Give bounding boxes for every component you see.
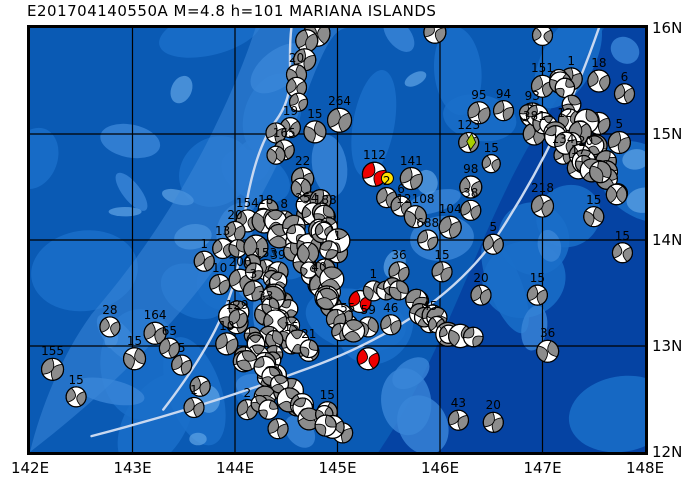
- beachball-depth-label: 5: [489, 220, 498, 235]
- y-tick-label: 12N: [652, 443, 683, 461]
- beachball-depth-label: 3: [249, 266, 258, 281]
- beachball-depth-label: 45: [422, 298, 438, 313]
- beachball-depth-label: 22: [295, 153, 311, 168]
- beachball-depth-label: 264: [328, 94, 351, 109]
- beachball-depth-label: 20: [227, 207, 243, 222]
- beachball-depth-label: 15: [434, 247, 450, 262]
- beachball-depth-label: 15: [586, 192, 602, 207]
- beachball-depth-label: 46: [383, 300, 399, 315]
- focal-mechanism-layer: [40, 28, 636, 444]
- beachball-depth-label: 36: [539, 326, 556, 341]
- beachball-depth-label: 200: [228, 255, 252, 270]
- beachball-depth-label: 2: [243, 385, 252, 400]
- beachball-depth-label: 155: [41, 344, 64, 359]
- beachball-depth-label: 6: [397, 182, 405, 197]
- beachball-depth-label: 15: [319, 387, 335, 402]
- beachball-depth-label: 688: [416, 216, 440, 230]
- x-tick-label: 148E: [625, 459, 665, 477]
- beachball-depth-label: 59: [360, 302, 376, 317]
- beachball-depth-label: 13: [215, 224, 231, 239]
- map-frame: 1612152026415191659594931231513420221121…: [27, 25, 648, 455]
- beachball-depth-label: 1: [200, 237, 209, 252]
- beachball-depth-label: 104: [438, 202, 462, 217]
- beachball-depth-label: 12: [557, 105, 573, 120]
- depth-label-layer: 1612152026415191659594931231513420221121…: [30, 28, 645, 452]
- beachball-depth-label: 154: [235, 195, 259, 210]
- y-tick-label: 15N: [652, 125, 683, 143]
- beachball-depth-label: 21: [301, 327, 317, 342]
- beachball-depth-label: 254: [295, 190, 319, 205]
- beachball-depth-label: 134: [551, 132, 575, 147]
- beachball-depth-label: 15: [483, 140, 499, 155]
- beachball-depth-label: 1: [567, 53, 576, 68]
- beachball-depth-label: 8: [280, 196, 289, 211]
- beachball-depth-label: 164: [143, 308, 167, 323]
- beachball-depth-label: 153: [254, 245, 278, 260]
- beachball-depth-label: 6: [620, 69, 629, 84]
- beachball-depth-label: 36: [391, 247, 407, 262]
- beachball-depth-label: 1: [190, 383, 198, 398]
- beachball-depth-label: 19: [282, 103, 298, 118]
- beachball-depth-label: 55: [340, 300, 356, 315]
- beachball-depth-label: 18: [258, 192, 274, 207]
- y-tick-label: 16N: [652, 19, 683, 37]
- x-tick-label: 144E: [215, 459, 255, 477]
- x-tick-label: 142E: [10, 459, 50, 477]
- beachball-depth-label: 15: [68, 372, 84, 387]
- beachball-depth-label: 381: [522, 109, 546, 123]
- beachball-depth-label: 2: [382, 173, 391, 188]
- beachball-depth-label: 20: [473, 271, 489, 286]
- beachball-depth-label: 93: [524, 88, 540, 103]
- beachball-depth-label: 20: [288, 50, 305, 65]
- beachball-depth-label: 15: [529, 271, 546, 286]
- beachball-depth-label: 15: [126, 333, 143, 348]
- beachball-depth-label: 95: [471, 87, 487, 102]
- beachball-depth-label: 165: [272, 125, 296, 140]
- beachball-depth-label: 5: [177, 341, 186, 356]
- y-tick-label: 14N: [652, 231, 683, 249]
- beachball-depth-label: 15: [614, 228, 631, 243]
- beachball-depth-label: 39: [270, 247, 286, 262]
- beachball-depth-label: 20: [577, 134, 594, 149]
- beachball-depth-label: 15: [307, 106, 323, 121]
- beachball-depth-label: 10: [219, 318, 235, 333]
- beachball-depth-label: 218: [531, 181, 554, 196]
- beachball-depth-label: 33: [258, 289, 274, 304]
- beachball-depth-label: 1: [333, 228, 342, 243]
- beachball-depth-label: 15: [283, 319, 300, 334]
- beachball-depth-label: 141: [399, 153, 423, 168]
- x-tick-label: 146E: [420, 459, 460, 477]
- beachball-depth-label: 1: [369, 266, 378, 281]
- beachball-depth-label: 40: [311, 259, 327, 274]
- beachball-depth-label: 98: [463, 162, 479, 176]
- beachball-depth-label: 123: [457, 118, 481, 133]
- beachball-depth-label: 65: [161, 324, 178, 339]
- x-tick-label: 143E: [113, 459, 152, 477]
- beachball-depth-label: 20: [485, 398, 501, 413]
- beachball-depth-label: 94: [495, 86, 512, 101]
- beachball-depth-label: 17: [570, 142, 587, 157]
- x-tick-label: 145E: [318, 459, 357, 477]
- beachball-depth-label: 38: [463, 186, 479, 201]
- figure-title: E201704140550A M=4.8 h=101 MARIANA ISLAN…: [27, 2, 437, 20]
- beachball-depth-label: 43: [450, 396, 467, 411]
- beachball-depth-label: 129: [225, 297, 249, 312]
- beachball-depth-label: 10: [211, 260, 228, 275]
- beachball-depth-label: 12108: [396, 191, 435, 206]
- beachball-depth-label: 188: [313, 192, 337, 207]
- beachball-depth-label: 18: [591, 56, 607, 70]
- x-tick-label: 147E: [523, 459, 562, 477]
- beachball-depth-label: 5: [615, 117, 624, 132]
- beachball-depth-label: 151: [531, 61, 554, 76]
- y-tick-label: 13N: [652, 337, 683, 355]
- beachball-depth-label: 112: [362, 148, 386, 163]
- beachball-depth-label: 28: [102, 302, 118, 317]
